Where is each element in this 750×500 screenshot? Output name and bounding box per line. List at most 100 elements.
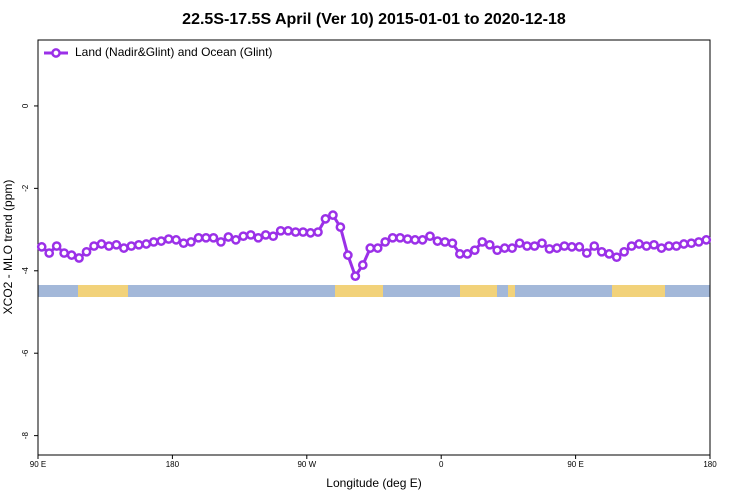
point [514, 238, 525, 249]
point [104, 241, 114, 251]
point [126, 241, 137, 251]
x-tick-label: 0 [439, 460, 444, 469]
point [350, 271, 361, 281]
point [469, 245, 480, 256]
point [81, 246, 92, 257]
legend-label: Land (Nadir&Glint) and Ocean (Glint) [75, 45, 272, 59]
y-tick-label: -4 [21, 267, 30, 275]
point [522, 241, 532, 251]
point [44, 248, 55, 258]
point [186, 237, 196, 247]
point [238, 231, 249, 242]
point [320, 214, 331, 224]
point [432, 236, 443, 246]
point [537, 238, 547, 249]
y-axis-label: XCO2 - MLO trend (ppm) [1, 180, 15, 315]
point [656, 243, 667, 253]
point [455, 249, 465, 259]
point [589, 241, 600, 251]
point [649, 239, 659, 250]
point [223, 232, 234, 242]
point [290, 227, 301, 237]
point [357, 260, 368, 270]
legend-marker [51, 48, 61, 58]
point [395, 232, 405, 243]
point [141, 239, 152, 249]
point [604, 249, 615, 259]
point [275, 225, 286, 236]
point [544, 244, 555, 254]
point [701, 235, 712, 245]
point [133, 239, 144, 250]
point [208, 232, 219, 243]
point [611, 252, 622, 263]
x-tick-label: 90 E [30, 460, 46, 469]
point [425, 231, 435, 242]
point [260, 230, 271, 240]
point [693, 237, 704, 247]
point [477, 237, 488, 247]
point [171, 235, 181, 245]
point [178, 238, 189, 249]
point [671, 241, 682, 251]
point [440, 237, 450, 247]
chart-title: 22.5S-17.5S April (Ver 10) 2015-01-01 to… [182, 11, 566, 28]
point [283, 225, 293, 236]
point [201, 232, 211, 243]
point [552, 243, 562, 253]
point [492, 245, 503, 256]
y-tick-label: 0 [21, 103, 30, 108]
x-tick-label: 180 [703, 460, 717, 469]
point [529, 241, 540, 251]
point [193, 232, 204, 243]
point [574, 242, 585, 252]
point [417, 235, 428, 245]
point [410, 235, 420, 245]
x-tick-label: 180 [166, 460, 180, 469]
point [89, 241, 99, 251]
point [372, 243, 383, 253]
point [119, 243, 129, 253]
point [298, 227, 308, 237]
point [567, 242, 577, 252]
point [686, 238, 697, 249]
point [59, 248, 69, 258]
point [559, 241, 570, 251]
point [51, 241, 62, 251]
point [447, 238, 458, 249]
point [484, 239, 495, 250]
point [664, 241, 674, 251]
point [626, 241, 637, 251]
point [36, 242, 47, 252]
point [231, 235, 241, 245]
point [634, 239, 644, 249]
point [365, 243, 376, 253]
point [507, 243, 517, 253]
point [619, 246, 629, 257]
point [163, 234, 174, 244]
point [111, 239, 122, 250]
point [328, 210, 338, 220]
y-tick-label: -6 [21, 349, 30, 357]
point [402, 234, 413, 244]
point [74, 253, 84, 263]
point [335, 222, 346, 232]
land-ocean-strip [38, 285, 710, 297]
point [216, 237, 226, 247]
y-tick-label: -8 [21, 432, 30, 440]
point [268, 231, 279, 242]
point [148, 237, 159, 247]
x-tick-label: 90 E [567, 460, 583, 469]
point [253, 232, 264, 243]
point [581, 248, 592, 258]
point [679, 239, 689, 249]
point [462, 249, 473, 259]
x-axis-label: Longitude (deg E) [326, 476, 421, 490]
point [387, 232, 398, 243]
point [641, 241, 652, 251]
point [380, 237, 391, 247]
point [596, 246, 607, 257]
y-tick-label: -2 [21, 184, 30, 192]
point [156, 236, 167, 246]
